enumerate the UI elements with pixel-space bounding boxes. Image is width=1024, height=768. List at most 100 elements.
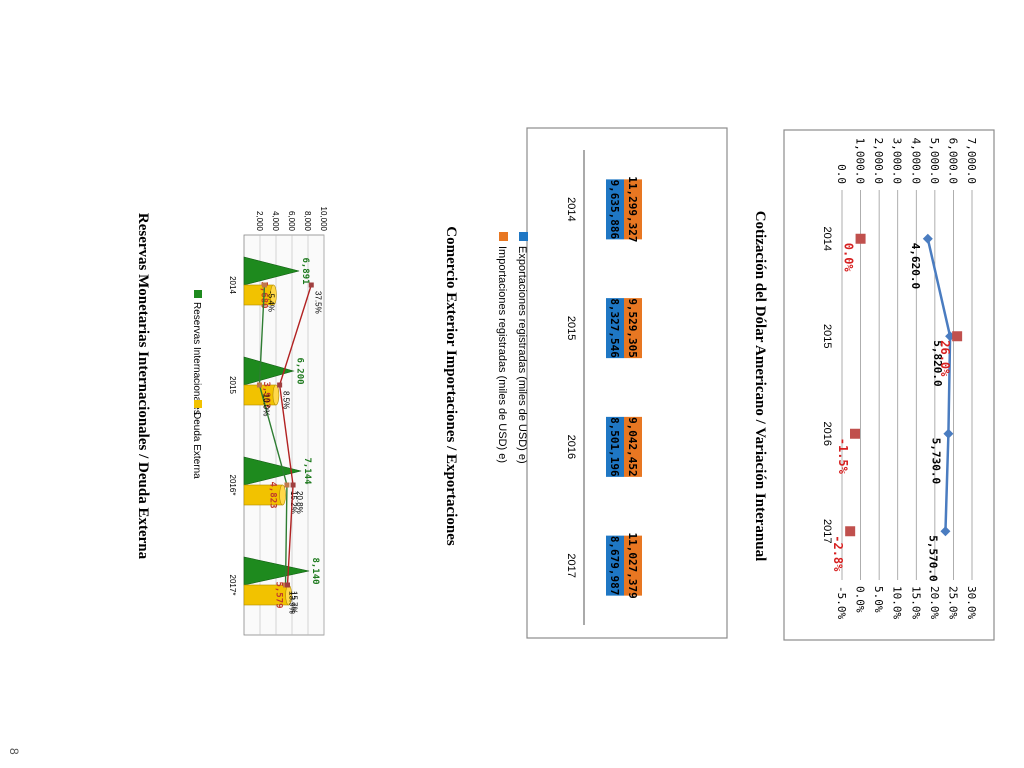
- reserves-variation-label: -5.4%: [266, 291, 275, 312]
- dollar-rate-label: 5,730.0: [929, 438, 942, 484]
- dollar-variation-label: 0.0%: [842, 243, 856, 273]
- reserves-variation-point: [277, 382, 283, 388]
- trade-bar-label: 9,042,452: [626, 417, 639, 477]
- dollar-variation-point: [845, 526, 856, 537]
- trade-bar: [624, 535, 642, 596]
- trade-chart: Comercio Exterior Importaciones / Export…: [443, 127, 728, 639]
- trade-bar: [606, 416, 624, 477]
- dollar-x-tick: 2017: [821, 519, 833, 543]
- reserves-variation-label: 20.8%: [295, 491, 304, 514]
- reserves-x-tick: 2017*: [228, 575, 237, 596]
- dollar-y-right-tick: 0.0%: [854, 586, 867, 613]
- trade-chart-title: Comercio Exterior Importaciones / Export…: [443, 226, 459, 546]
- reserves-x-tick: 2015: [228, 376, 237, 394]
- reserves-variation-line: [258, 284, 288, 586]
- trade-x-tick: 2015: [565, 316, 577, 340]
- reserves-variation-label: 37.5%: [313, 291, 322, 314]
- reserves-variation-point: [284, 482, 290, 488]
- trade-x-tick: 2017: [565, 553, 577, 577]
- dollar-rate-label: 5,570.0: [926, 535, 939, 581]
- trade-legend-label: Exportaciones registradas (miles de USD)…: [516, 246, 528, 464]
- trade-bar-label: 11,027,379: [626, 533, 639, 599]
- dollar-y-right-tick: 15.0%: [909, 586, 922, 619]
- trade-chart-frame: [526, 127, 728, 639]
- dollar-variation-point: [850, 428, 860, 439]
- reserves-variation-point: [290, 482, 296, 488]
- trade-bar: [624, 298, 642, 359]
- dollar-x-tick: 2014: [821, 227, 833, 251]
- dollar-y-right-tick: 30.0%: [965, 586, 978, 619]
- dollar-y-right-tick: 10.0%: [891, 586, 904, 619]
- trade-bar-label: 11,299,327: [626, 176, 639, 242]
- reserves-variation-label: 15.2%: [289, 491, 298, 514]
- reserves-variation-label: 8.5%: [282, 391, 291, 409]
- dollar-y-left-tick: 4,000.0: [909, 138, 922, 184]
- reserves-variation-label: 13.9%: [288, 591, 297, 614]
- dollar-chart: Cotización del Dólar Americano / Variaci…: [752, 129, 995, 641]
- reserves-y-tick: 4,000: [271, 211, 280, 232]
- debt-value-label: 5,579: [274, 581, 284, 608]
- debt-value-label: 4,823: [268, 481, 278, 508]
- reserves-x-tick: 2014: [228, 276, 237, 294]
- trade-bar-label: 8,679,987: [608, 536, 621, 596]
- debt-cylinder-top: [270, 284, 277, 306]
- dollar-chart-title: Cotización del Dólar Americano / Variaci…: [752, 211, 768, 562]
- trade-bar-label: 8,501,196: [608, 417, 621, 477]
- trade-bar-label: 9,635,886: [608, 180, 621, 240]
- reserves-y-tick: 6,000: [287, 211, 296, 232]
- dollar-rate-label: 4,620.0: [909, 243, 922, 289]
- debt-cylinder-top: [272, 384, 280, 406]
- dollar-x-tick: 2015: [821, 324, 833, 348]
- dollar-y-right-tick: 20.0%: [928, 586, 941, 619]
- reserves-cone: [243, 556, 310, 586]
- dollar-y-left-tick: 3,000.0: [891, 138, 904, 184]
- trade-bar: [606, 179, 624, 240]
- dollar-y-left-tick: 5,000.0: [928, 138, 941, 184]
- trade-bar: [606, 535, 624, 596]
- reserves-legend-label: Reservas Internacionales: [191, 302, 202, 415]
- reserves-x-tick: 2016*: [228, 475, 237, 496]
- reserves-legend-swatch: [194, 400, 202, 408]
- reserves-variation-point: [284, 582, 290, 588]
- dollar-y-right-tick: 5.0%: [872, 586, 885, 613]
- reserves-variation-point: [308, 282, 314, 288]
- reserves-cone: [243, 456, 302, 486]
- reserves-y-tick: 2,000: [255, 211, 264, 232]
- reserves-chart-title: Reservas Monetarias Internacionales / De…: [135, 213, 151, 560]
- debt-value-label: 3,993: [261, 381, 271, 408]
- dollar-rate-label: 5,820.0: [931, 340, 944, 386]
- reserves-cone: [243, 356, 295, 386]
- reserves-legend-swatch: [194, 290, 202, 298]
- trade-bar-label: 9,529,305: [626, 298, 639, 358]
- reserves-variation-label: -10.0%: [261, 391, 270, 416]
- debt-cylinder-top: [279, 484, 286, 506]
- reserves-chart: Reservas Monetarias Internacionales / De…: [135, 207, 328, 636]
- trade-bar: [624, 416, 642, 477]
- reserves-variation-label: 15.7%: [289, 591, 298, 614]
- trade-legend-label: Importaciones registradas (miles de USD)…: [496, 246, 508, 463]
- reserves-value-label: 6,200: [295, 357, 305, 384]
- reserves-variation-point: [256, 382, 262, 388]
- reserves-value-label: 7,144: [302, 457, 312, 485]
- dollar-y-left-tick: 7,000.0: [965, 138, 978, 184]
- reserves-cone: [243, 256, 300, 286]
- reserves-value-label: 6,891: [300, 257, 310, 284]
- trade-legend-swatch: [499, 232, 508, 241]
- dollar-rate-line: [926, 238, 952, 532]
- page-number: 8: [7, 748, 21, 755]
- dollar-y-left-tick: 0.0: [835, 164, 848, 184]
- dollar-variation-label: -1.5%: [836, 438, 850, 475]
- dollar-y-left-tick: 1,000.0: [854, 138, 867, 184]
- dollar-x-tick: 2016: [821, 422, 833, 446]
- trade-legend-swatch: [519, 232, 528, 241]
- dollar-variation-label: -2.8%: [831, 535, 845, 572]
- reserves-variation-point: [261, 282, 267, 288]
- reserves-y-tick: 10,000: [319, 207, 328, 232]
- dollar-chart-frame: [783, 129, 995, 641]
- dollar-y-left-tick: 6,000.0: [946, 138, 959, 184]
- trade-bar: [624, 179, 642, 240]
- trade-x-tick: 2016: [565, 435, 577, 459]
